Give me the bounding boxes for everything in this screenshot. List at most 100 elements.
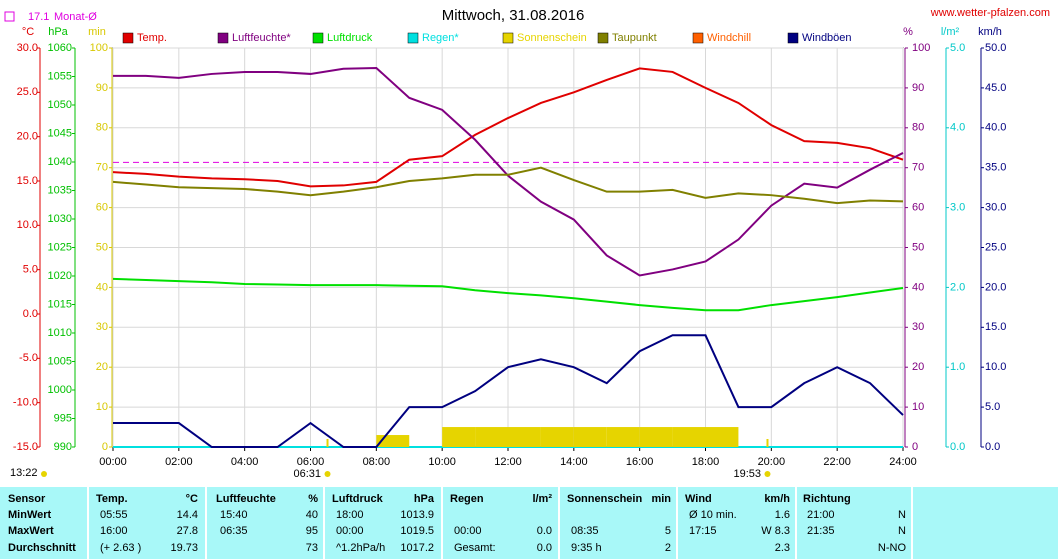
y-tick-label: 10.0: [17, 219, 38, 231]
y-tick-label: 30.0: [17, 42, 38, 54]
y-tick-label: -10.0: [13, 397, 38, 409]
y-tick-label: 1005: [48, 355, 72, 367]
legend-swatch: [122, 32, 134, 44]
cell-text: (+ 2.63 ): [100, 542, 141, 554]
cell-text: 14.4: [177, 509, 198, 521]
cell-text: 0.0: [537, 542, 552, 554]
axis-unit: min: [88, 26, 106, 38]
legend-swatch: [502, 32, 514, 44]
y-tick-label: 990: [54, 441, 72, 453]
source: www.wetter-pfalzen.com: [930, 7, 1050, 19]
legend-swatch: [312, 32, 324, 44]
legend-swatch: [597, 32, 609, 44]
legend-label: Luftdruck: [327, 32, 373, 44]
legend-label: Windböen: [802, 32, 852, 44]
cell-text: 73: [306, 542, 318, 554]
cell-text: 1017.2: [400, 542, 434, 554]
x-tick-label: 14:00: [560, 456, 588, 468]
axis-unit: l/m²: [941, 26, 960, 38]
y-tick-label: 1025: [48, 241, 72, 253]
series-line: [112, 277, 904, 312]
series-line: [113, 334, 904, 448]
series-line: [112, 67, 904, 188]
legend-label: Windchill: [707, 32, 751, 44]
y-tick-label: 5.0: [985, 401, 1000, 413]
x-tick-label: 24:00: [889, 456, 917, 468]
y-tick-label: -5.0: [19, 352, 38, 364]
cell-text: 95: [306, 525, 318, 537]
cell-text: 00:00: [454, 525, 482, 537]
x-tick-label: 20:00: [758, 456, 786, 468]
cell-text: 1019.5: [400, 525, 434, 537]
y-tick-label: 0: [102, 441, 108, 453]
sunrise-label: 06:31: [294, 468, 322, 480]
y-tick-label: 3.0: [950, 202, 965, 214]
y-tick-label: 10: [96, 401, 108, 413]
cell-text: Wind: [685, 493, 712, 505]
cell-text: 40: [306, 509, 318, 521]
cell-text: 00:00: [336, 525, 364, 537]
y-tick-label: 1020: [48, 270, 72, 282]
moon-marker: [41, 471, 47, 477]
sunshine-bar: [376, 435, 410, 447]
y-tick-label: 0.0: [23, 308, 38, 320]
cell-text: 27.8: [177, 525, 198, 537]
y-tick-label: 90: [96, 82, 108, 94]
y-tick-label: 1015: [48, 298, 72, 310]
axis-unit: km/h: [978, 26, 1002, 38]
cell-text: Luftdruck: [332, 493, 384, 505]
y-tick-label: 0.0: [985, 441, 1000, 453]
cell-text: Regen: [450, 493, 484, 505]
y-tick-label: 25.0: [17, 86, 38, 98]
x-tick-label: 08:00: [363, 456, 391, 468]
row-label: Sensor: [8, 493, 46, 505]
cell-text: °C: [186, 493, 198, 505]
y-tick-label: 50.0: [985, 42, 1006, 54]
cell-text: N: [898, 509, 906, 521]
x-tick-label: 06:00: [297, 456, 325, 468]
y-tick-label: 1050: [48, 99, 72, 111]
chart-title: Mittwoch, 31.08.2016: [442, 7, 585, 24]
y-tick-label: 1055: [48, 70, 72, 82]
cell-text: Luftfeuchte: [216, 493, 276, 505]
legend-label: Regen*: [422, 32, 459, 44]
x-tick-label: 16:00: [626, 456, 654, 468]
cell-text: min: [651, 493, 671, 505]
legend-swatch: [407, 32, 419, 44]
legend-swatch: [4, 11, 15, 22]
cell-text: 08:35: [571, 525, 599, 537]
y-tick-label: 20: [96, 361, 108, 373]
sunshine-bar: [672, 427, 706, 447]
y-tick-label: 1045: [48, 127, 72, 139]
cell-text: 21:00: [807, 509, 835, 521]
cell-text: 05:55: [100, 509, 128, 521]
x-tick-label: 00:00: [99, 456, 127, 468]
cell-text: 2: [665, 542, 671, 554]
cell-text: 19.73: [170, 542, 198, 554]
sunshine-bar: [508, 427, 541, 447]
legend-swatch: [787, 32, 799, 44]
row-label: MinWert: [8, 509, 52, 521]
y-tick-label: 1035: [48, 184, 72, 196]
y-tick-label: 10: [912, 401, 924, 413]
legend-label: Monat-Ø: [54, 11, 97, 23]
x-tick-label: 12:00: [494, 456, 522, 468]
y-tick-label: 100: [90, 42, 108, 54]
y-tick-label: 100: [912, 42, 930, 54]
y-tick-label: 80: [96, 122, 108, 134]
y-tick-label: 30: [912, 321, 924, 333]
legend-label: Taupunkt: [612, 32, 657, 44]
legend-label: Sonnenschein: [517, 32, 587, 44]
y-tick-label: 20.0: [985, 281, 1006, 293]
cell-text: 2.3: [775, 542, 790, 554]
x-tick-label: 18:00: [692, 456, 720, 468]
y-tick-label: 5.0: [23, 264, 38, 276]
axis-unit: %: [903, 26, 913, 38]
x-tick-label: 02:00: [165, 456, 193, 468]
y-tick-label: 20: [912, 361, 924, 373]
table-background: [0, 487, 1058, 559]
y-tick-label: 4.0: [950, 122, 965, 134]
cell-text: N: [898, 525, 906, 537]
cell-text: Ø 10 min.: [689, 509, 737, 521]
x-tick-label: 22:00: [823, 456, 851, 468]
